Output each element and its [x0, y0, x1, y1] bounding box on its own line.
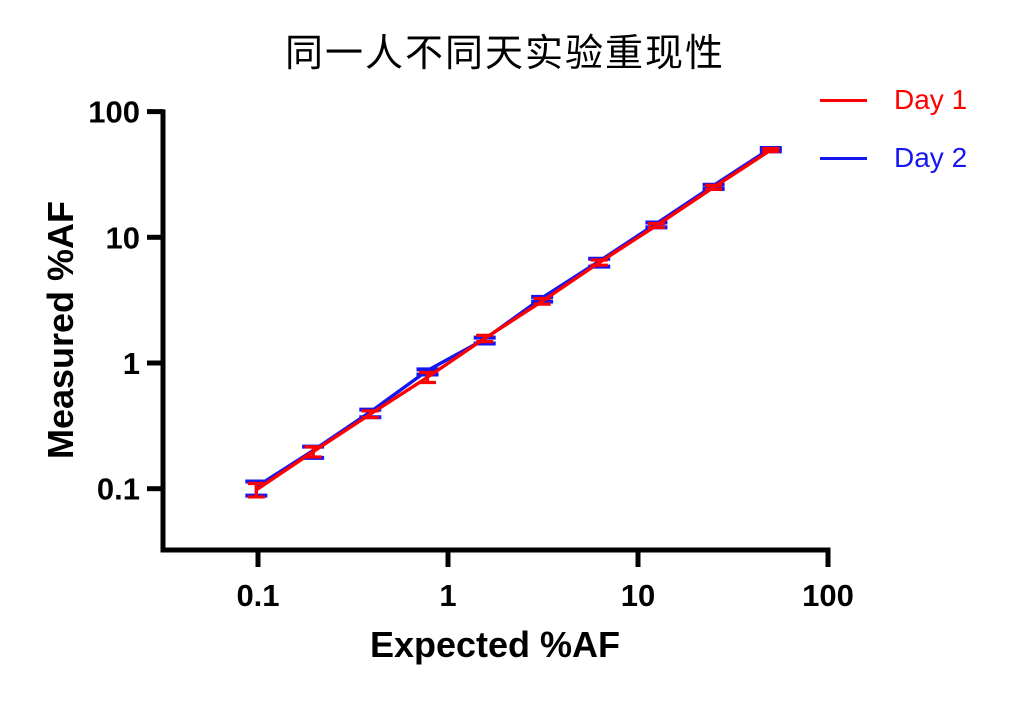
x-axis-title: Expected %AF [369, 624, 621, 665]
chart-title: 同一人不同天实验重现性 [284, 33, 725, 75]
legend: Day 1 Day 2 [820, 83, 967, 199]
x-tick-label: 10 [621, 578, 655, 613]
y-tick-label: 1 [123, 346, 140, 381]
legend-line-day1 [820, 98, 867, 102]
y-tick-label: 100 [88, 95, 140, 130]
legend-label-day2: Day 2 [894, 142, 968, 173]
legend-label-day1: Day 1 [894, 84, 968, 115]
y-tick-label: 0.1 [97, 472, 140, 507]
x-tick-label: 0.1 [236, 578, 279, 613]
x-tick-label: 1 [439, 578, 456, 613]
legend-item-day1: Day 1 [820, 83, 967, 117]
x-tick-label: 100 [802, 578, 854, 613]
y-tick-label: 10 [106, 220, 140, 255]
legend-line-day2 [820, 156, 867, 160]
series-line-day1 [255, 148, 772, 492]
legend-item-day2: Day 2 [820, 141, 967, 175]
